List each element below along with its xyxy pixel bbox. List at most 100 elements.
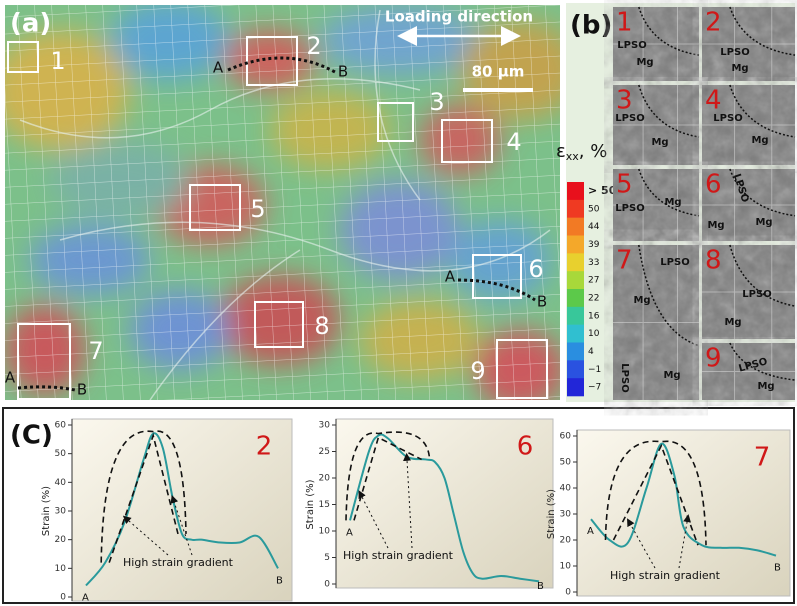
region-number: 3 [429,88,444,116]
colorbar-label: 27 [588,276,599,286]
profile-lines [17,56,536,392]
micrograph-grid [702,85,795,165]
strain-curve [349,433,540,583]
y-tick-label: 30 [560,510,572,520]
y-tick-label: 0 [324,580,330,590]
phase-label: LPSO [713,113,742,124]
y-tick-label: 10 [560,562,572,572]
colorbar-band [567,182,584,201]
tile-number: 3 [616,86,633,116]
profile-start: A [5,369,16,387]
phase-label: Mg [755,217,772,228]
start-label: A [587,526,594,537]
region-number: 5 [250,195,265,223]
profile-end: B [77,381,87,399]
annotation: High strain gradient [123,556,234,569]
boundary [729,84,796,138]
strain-map [5,5,560,400]
y-axis-label: Strain (%) [41,486,52,536]
tile-number: 7 [616,246,633,276]
phase-label: LPSO [720,47,749,58]
boundary [638,6,700,56]
colorbar-band [567,217,584,236]
colorbar-band [567,289,584,308]
y-tick-label: 30 [319,421,331,431]
colorbar-title: εxx, % [556,141,607,163]
colorbar-band [567,306,584,325]
colorbar-label: 44 [588,222,600,232]
plot-bg [335,418,554,589]
y-axis-label: Strain (%) [546,489,557,539]
y-tick-label: 20 [319,474,331,484]
y-tick-label: 15 [319,500,330,510]
micrograph-grid [613,245,699,400]
y-tick-label: 50 [560,458,572,468]
arrow [403,452,413,549]
boundary [638,84,700,138]
colorbar-band [567,235,584,254]
y-tick-label: 5 [324,553,330,563]
boundary [729,168,796,217]
y-tick-label: 30 [55,507,67,517]
colorbar-band [567,342,584,361]
phase-label: LPSO [615,113,644,124]
tile-number: 5 [616,170,633,200]
start-label: A [346,527,353,538]
region-number: 4 [506,128,521,156]
colorbar-band [567,378,584,397]
tile-number: 6 [705,170,722,200]
plot-bg [71,418,293,602]
profile-start: A [213,59,224,77]
chart-number: 7 [754,443,771,473]
region-number: 6 [528,255,543,283]
panel-label: (b) [570,11,612,41]
colorbar-label: > 50 [588,184,617,197]
region-boxes [7,36,548,400]
annotation: High strain gradient [343,549,454,562]
boundary [638,168,700,217]
profile-end: B [537,293,547,311]
y-tick-label: 0 [60,593,66,603]
end-label: B [774,563,781,574]
phase-label: Mg [664,197,681,208]
colorbar-band [567,199,584,218]
colorbar-title-part: ε [556,141,566,162]
loading-direction: Loading direction [385,8,533,26]
y-tick-label: 60 [560,432,572,442]
profile-start: A [445,268,456,286]
micrograph-grid [702,245,795,339]
start-label: A [82,593,89,604]
region-number: 7 [88,337,103,365]
region-number: 1 [50,47,65,75]
colorbar-label: 50 [588,204,600,214]
y-tick-label: 10 [55,564,67,574]
tile-number: 4 [705,86,722,116]
y-tick-label: 40 [55,478,67,488]
end-label: B [537,581,544,592]
y-tick-label: 0 [565,588,571,598]
colorbar-title-part: , % [579,141,608,162]
boundary [729,6,796,56]
profile-end: B [338,63,348,81]
phase-label: Mg [651,137,668,148]
phase-label: Mg [731,63,748,74]
colorbar-label: 33 [588,258,599,268]
colorbar-label: 10 [588,329,600,339]
colorbar-label: −7 [588,383,601,393]
colorbar-label: 22 [588,293,599,303]
phase-label: Mg [757,381,774,392]
phase-label: LPSO [619,363,630,392]
end-label: B [276,575,283,586]
phase-label: Mg [636,57,653,68]
arrow [627,518,656,569]
colorbar-label: 4 [588,347,594,357]
region-number: 8 [314,312,329,340]
y-tick-label: 10 [319,527,331,537]
envelope [604,440,707,546]
envelope [100,430,187,563]
colorbar-band [567,271,584,290]
phase-label: LPSO [742,289,771,300]
colorbar-label: −1 [588,365,601,375]
envelope [612,443,699,546]
